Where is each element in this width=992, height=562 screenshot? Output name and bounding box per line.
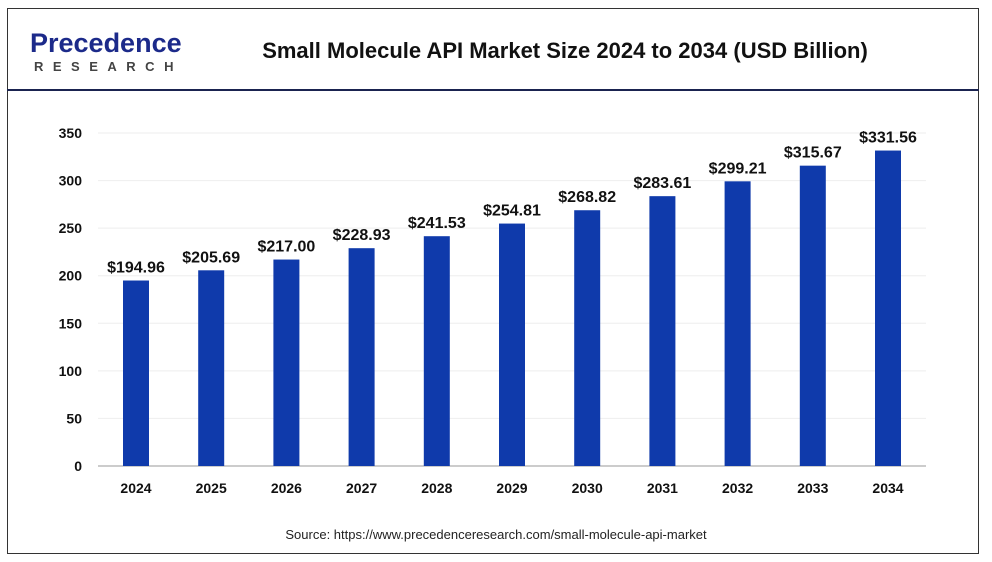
x-tick-label: 2028 (421, 480, 452, 496)
y-tick-label: 200 (59, 268, 83, 284)
data-label: $315.67 (784, 145, 842, 162)
source-text: Source: https://www.precedenceresearch.c… (285, 527, 707, 542)
bar-2028 (423, 236, 450, 466)
y-tick-label: 300 (59, 173, 83, 189)
chart-frame (7, 8, 979, 554)
bar-2026 (273, 259, 300, 466)
x-tick-label: 2031 (647, 480, 678, 496)
bar-2034 (875, 150, 901, 466)
data-label: $254.81 (483, 203, 541, 220)
bar-2032 (724, 181, 751, 466)
data-label: $217.00 (257, 239, 315, 256)
x-tick-label: 2027 (346, 480, 377, 496)
x-tick-label: 2024 (120, 480, 151, 496)
data-label: $283.61 (633, 175, 691, 192)
bar-2027 (348, 248, 375, 466)
data-label: $299.21 (709, 160, 767, 177)
precedence-research-logo: Precedence RESEARCH (30, 28, 183, 75)
y-tick-label: 100 (59, 363, 83, 379)
bar-2029 (499, 223, 525, 466)
y-tick-label: 350 (59, 125, 83, 141)
x-tick-label: 2029 (496, 480, 527, 496)
data-label: $331.56 (859, 130, 917, 147)
y-tick-label: 250 (59, 220, 83, 236)
bar-2024 (123, 280, 149, 466)
x-tick-label: 2025 (196, 480, 227, 496)
bar-2031 (649, 196, 676, 466)
header-divider (7, 89, 979, 91)
data-label: $228.93 (333, 227, 391, 244)
chart-title: Small Molecule API Market Size 2024 to 2… (262, 38, 868, 63)
x-tick-label: 2026 (271, 480, 302, 496)
data-label: $194.96 (107, 260, 165, 277)
x-tick-label: 2032 (722, 480, 753, 496)
data-label: $268.82 (558, 189, 616, 206)
y-tick-label: 150 (59, 315, 83, 331)
data-label: $241.53 (408, 215, 466, 232)
data-label: $205.69 (182, 249, 240, 266)
x-tick-label: 2030 (572, 480, 603, 496)
bar-2025 (198, 270, 225, 466)
y-tick-label: 0 (74, 458, 82, 474)
logo-sub: RESEARCH (34, 59, 183, 74)
x-tick-label: 2034 (872, 480, 903, 496)
y-tick-label: 50 (66, 410, 82, 426)
x-tick-label: 2033 (797, 480, 828, 496)
bar-2030 (574, 210, 601, 466)
logo-brand: Precedence (30, 28, 182, 58)
bar-2033 (799, 165, 826, 466)
